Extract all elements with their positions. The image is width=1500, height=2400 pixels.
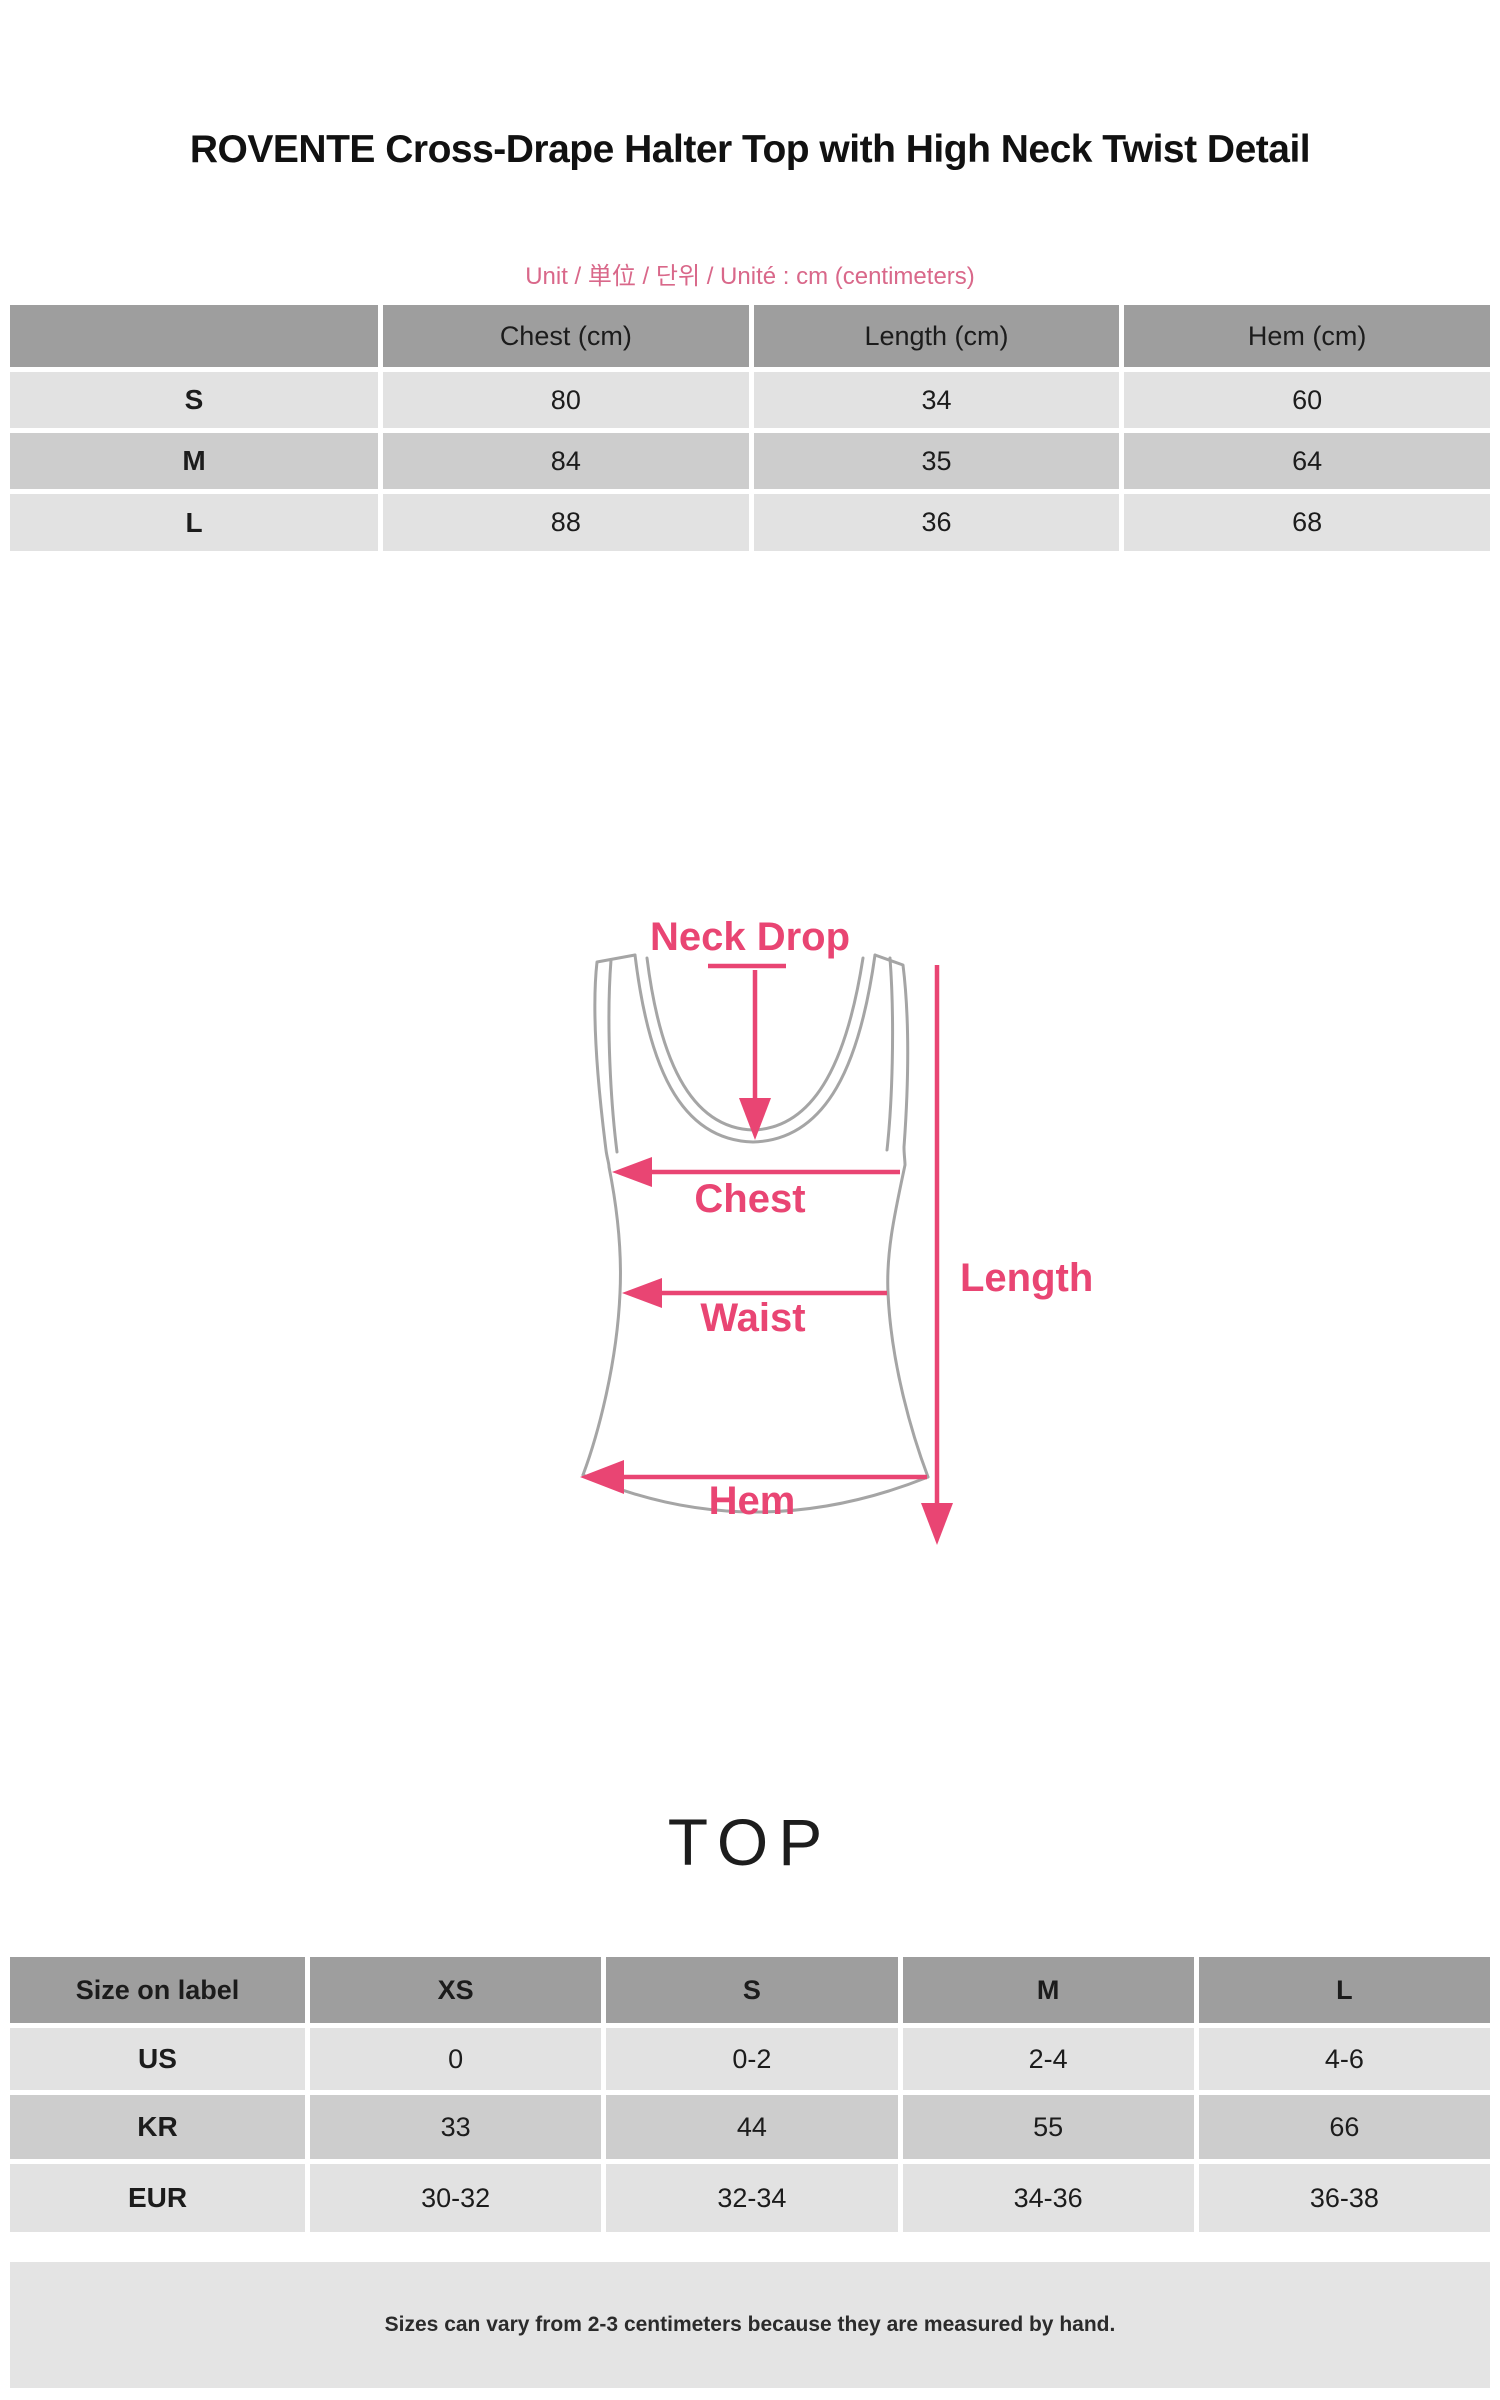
size-value: 4-6 [1198,2028,1490,2090]
unit-note: Unit / 単位 / 단위 / Unité : cm (centimeters… [525,263,975,290]
length-value: 35 [753,433,1120,489]
conversion-header-s: S [606,1957,898,2023]
size-value: 66 [1198,2095,1490,2159]
product-title: ROVENTE Cross-Drape Halter Top with High… [189,128,1311,171]
size-value: 0 [310,2028,602,2090]
region-row-label: US [10,2028,305,2090]
chest-label: Chest [694,1177,805,1221]
measurement-header-length: Length (cm) [753,305,1120,367]
conversion-header-size-on-label: Size on label [10,1957,305,2023]
size-row-label: M [10,433,378,489]
conversion-header-xs: XS [310,1957,602,2023]
waist-label: Waist [700,1296,805,1340]
size-value: 30-32 [310,2164,602,2232]
size-conversion-table: Size on label XS S M L US 0 0-2 2-4 4-6 … [10,1957,1490,2232]
hem-value: 64 [1124,433,1490,489]
size-row-label: L [10,494,378,551]
size-value: 44 [606,2095,898,2159]
section-heading: TOP [667,1805,833,1879]
size-value: 55 [902,2095,1194,2159]
size-value: 32-34 [606,2164,898,2232]
hem-arrow [580,1460,927,1494]
measurement-header-chest: Chest (cm) [383,305,749,367]
measurement-disclaimer-text: Sizes can vary from 2-3 centimeters beca… [384,2313,1116,2336]
measurement-header-empty [10,305,378,367]
chest-value: 80 [383,372,749,428]
hem-value: 60 [1124,372,1490,428]
length-label: Length [960,1256,1093,1300]
chest-arrow [612,1157,900,1187]
size-value: 33 [310,2095,602,2159]
size-diagram: Neck Drop Chest Waist Hem [550,900,1130,1580]
neck-drop-label: Neck Drop [650,915,850,959]
measurement-header-hem: Hem (cm) [1124,305,1490,367]
region-row-label: EUR [10,2164,305,2232]
length-arrow [921,965,953,1545]
hem-value: 68 [1124,494,1490,551]
length-value: 34 [753,372,1120,428]
measurement-disclaimer: Sizes can vary from 2-3 centimeters beca… [10,2262,1490,2388]
conversion-header-l: L [1198,1957,1490,2023]
region-row-label: KR [10,2095,305,2159]
hem-label: Hem [709,1479,796,1523]
size-row-label: S [10,372,378,428]
conversion-header-m: M [902,1957,1194,2023]
chest-value: 84 [383,433,749,489]
length-value: 36 [753,494,1120,551]
tank-top-diagram-icon: Neck Drop Chest Waist Hem [580,915,1093,1545]
size-value: 34-36 [902,2164,1194,2232]
chest-value: 88 [383,494,749,551]
measurement-table: Chest (cm) Length (cm) Hem (cm) S 80 34 … [10,305,1490,551]
size-value: 2-4 [902,2028,1194,2090]
waist-arrow [622,1278,887,1308]
size-value: 0-2 [606,2028,898,2090]
size-value: 36-38 [1198,2164,1490,2232]
neck-drop-arrow [708,963,786,1140]
